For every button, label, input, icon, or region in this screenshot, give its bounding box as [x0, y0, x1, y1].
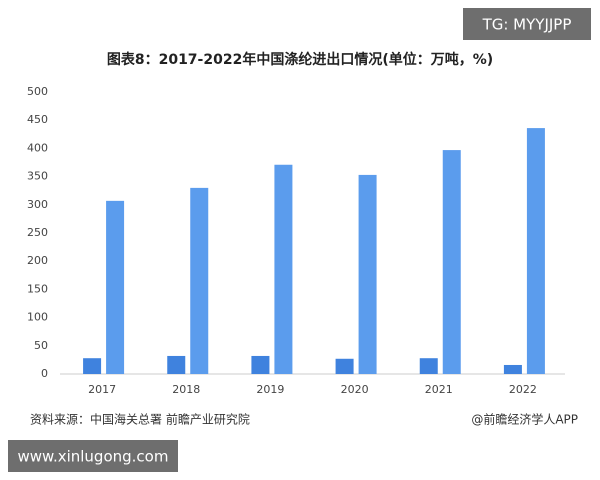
watermark: www.xinlugong.com: [18, 448, 169, 466]
watermark: TG: MYYJJPP: [482, 16, 572, 34]
x-tick-label: 2019: [256, 383, 284, 396]
bar: [526, 128, 545, 374]
x-tick-label: 2017: [88, 383, 116, 396]
x-tick-label: 2021: [425, 383, 453, 396]
y-tick-label: 450: [27, 113, 48, 126]
bar: [251, 355, 270, 374]
watermark-box: [8, 440, 178, 472]
y-tick-label: 50: [34, 339, 48, 352]
y-tick-label: 350: [27, 170, 48, 183]
bar: [503, 364, 522, 374]
x-tick-label: 2018: [172, 383, 200, 396]
bar: [190, 187, 209, 374]
watermark-box: [463, 8, 591, 40]
y-tick-label: 500: [27, 85, 48, 98]
y-tick-label: 400: [27, 141, 48, 154]
y-tick-label: 150: [27, 282, 48, 295]
y-tick-label: 250: [27, 226, 48, 239]
bar: [106, 200, 125, 374]
x-tick-label: 2022: [509, 383, 537, 396]
y-tick-label: 300: [27, 198, 48, 211]
chart-title: 图表8：2017-2022年中国涤纶进出口情况(单位：万吨，%): [107, 51, 493, 68]
source: 资料来源：中国海关总署 前瞻产业研究院: [30, 412, 250, 427]
y-tick-label: 200: [27, 254, 48, 267]
bar: [274, 164, 293, 374]
bar: [335, 358, 354, 374]
credit: @前瞻经济学人APP: [471, 412, 578, 427]
bar: [83, 358, 102, 374]
bar: [167, 355, 186, 374]
x-tick-label: 2020: [341, 383, 369, 396]
bar: [419, 358, 438, 374]
y-tick-label: 0: [41, 367, 48, 380]
bar: [358, 174, 377, 374]
bar: [442, 150, 461, 374]
y-tick-label: 100: [27, 311, 48, 324]
